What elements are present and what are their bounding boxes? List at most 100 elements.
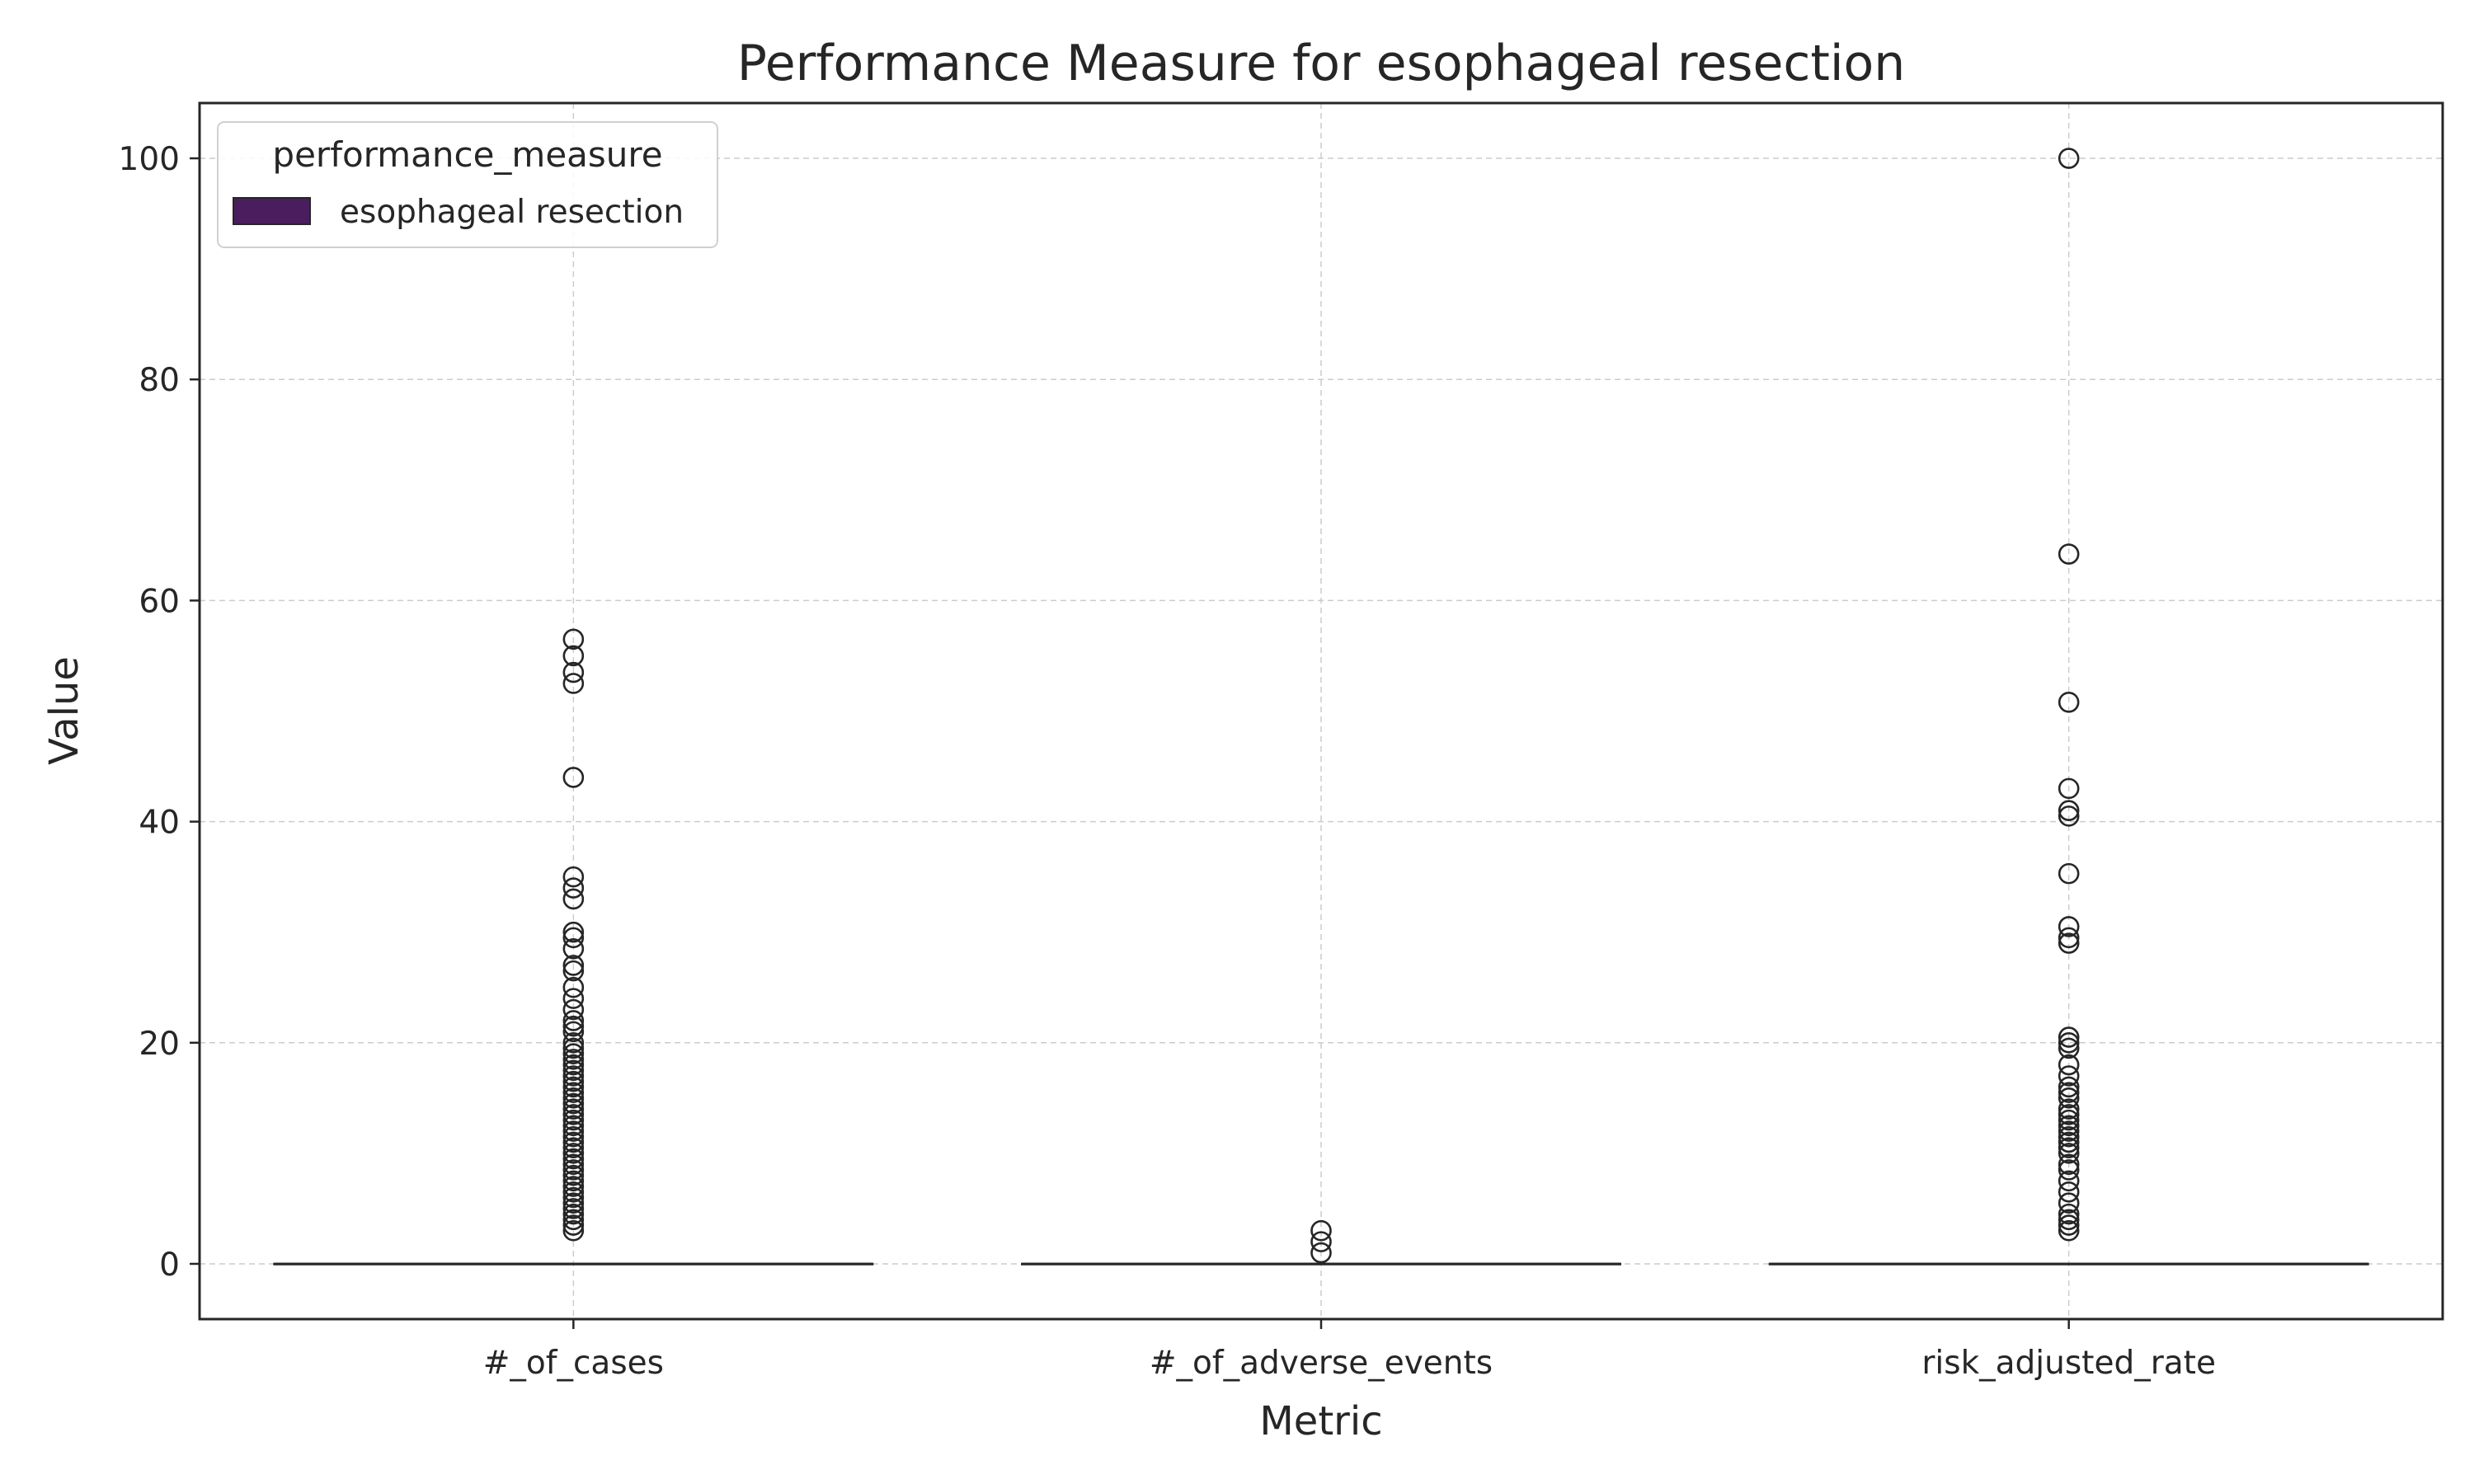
outlier-point (2058, 777, 2080, 800)
y-tick-label: 60 (139, 583, 180, 620)
box-group (1768, 148, 2369, 1266)
outlier-point (562, 1192, 585, 1214)
outlier-point (562, 877, 585, 899)
outlier-point (2058, 1203, 2080, 1225)
outlier-point (562, 628, 585, 650)
outlier-point (562, 1125, 585, 1148)
outlier-point (562, 1109, 585, 1131)
outlier-point (562, 1137, 585, 1158)
outlier-point (562, 976, 585, 998)
outlier-point (562, 1170, 585, 1192)
box-plot-series (273, 148, 2369, 1266)
outlier-point (562, 866, 585, 888)
outlier-point (562, 1015, 585, 1037)
legend-title: performance_measure (272, 134, 662, 175)
outlier-point (562, 1148, 585, 1170)
outlier-point (2058, 800, 2080, 821)
outlier-point (562, 937, 585, 960)
outlier-point (2058, 1026, 2080, 1048)
legend-frame (217, 121, 718, 248)
outlier-point (2058, 1054, 2080, 1076)
outlier-point (562, 927, 585, 949)
legend-swatch (233, 197, 311, 225)
outlier-point (562, 1181, 585, 1203)
x-tick-label: #_of_adverse_events (1150, 1345, 1493, 1382)
outlier-point (562, 661, 585, 683)
outlier-point (2058, 1137, 2080, 1158)
legend: performance_measure esophageal resection (217, 121, 718, 248)
outlier-point (562, 767, 585, 788)
outlier-point (562, 1098, 585, 1120)
y-axis-ticks: 0 20 40 60 80 100 (119, 141, 200, 1284)
outlier-point (2058, 1098, 2080, 1120)
outlier-point (562, 1214, 585, 1236)
outlier-point (562, 1076, 585, 1098)
outlier-point (2058, 862, 2080, 885)
outlier-point (562, 1120, 585, 1142)
outlier-point (2058, 1087, 2080, 1109)
outlier-point (562, 1115, 585, 1137)
outlier-point (2058, 1109, 2080, 1131)
outlier-point (1310, 1242, 1332, 1264)
x-axis-ticks: #_of_cases #_of_adverse_events risk_adjust… (483, 1319, 2216, 1382)
outlier-point (2058, 1153, 2080, 1176)
outlier-point (562, 1082, 585, 1103)
outlier-point (2058, 543, 2080, 565)
y-tick-label: 20 (139, 1026, 180, 1063)
x-tick-label: #_of_cases (483, 1345, 664, 1382)
outlier-point (562, 1153, 585, 1176)
outlier-point (562, 1065, 585, 1087)
outlier-point (562, 1203, 585, 1225)
outlier-point (2058, 1143, 2080, 1164)
outlier-point (2058, 1082, 2080, 1103)
outlier-point (562, 1070, 585, 1092)
outlier-point (2058, 932, 2080, 954)
outlier-point (562, 1143, 585, 1164)
outlier-point (2058, 1031, 2080, 1054)
outlier-point (562, 1031, 585, 1054)
outlier-point (562, 673, 585, 694)
outlier-point (562, 1131, 585, 1153)
outlier-point (2058, 1209, 2080, 1231)
y-axis-label: Value (41, 656, 87, 765)
outlier-point (562, 1219, 585, 1242)
outlier-point (2058, 691, 2080, 713)
outlier-point (562, 1092, 585, 1115)
chart-title: Performance Measure for esophageal resec… (737, 35, 1906, 92)
y-tick-label: 80 (139, 362, 180, 399)
outlier-point (562, 1021, 585, 1043)
outlier-point (1310, 1219, 1332, 1242)
outlier-point (562, 1209, 585, 1231)
outlier-point (2058, 1219, 2080, 1242)
outlier-point (2058, 1159, 2080, 1181)
outlier-point (562, 1159, 585, 1181)
y-tick-label: 0 (159, 1247, 180, 1284)
outlier-point (2058, 927, 2080, 949)
outlier-point (2058, 1125, 2080, 1148)
outlier-point (562, 1037, 585, 1059)
x-axis-label: Metric (1259, 1398, 1382, 1444)
outlier-point (2058, 1065, 2080, 1087)
outlier-point (2058, 1181, 2080, 1203)
outlier-point (2058, 1076, 2080, 1098)
outlier-point (2058, 148, 2080, 169)
outlier-point (562, 1059, 585, 1082)
outlier-point (562, 921, 585, 943)
outlier-point (562, 960, 585, 982)
outlier-point (2058, 1192, 2080, 1214)
outlier-point (2058, 1120, 2080, 1142)
outlier-point (2058, 1037, 2080, 1059)
outlier-point (562, 1049, 585, 1070)
outlier-point (562, 1043, 585, 1064)
outlier-point (562, 1104, 585, 1125)
outlier-point (562, 988, 585, 1009)
outlier-point (2058, 1104, 2080, 1125)
y-tick-label: 40 (139, 805, 180, 842)
outlier-point (562, 1054, 585, 1076)
legend-entry-label: esophageal resection (340, 194, 684, 231)
outlier-point (562, 1198, 585, 1219)
outlier-point (562, 955, 585, 976)
outlier-point (562, 1176, 585, 1197)
outlier-point (2058, 916, 2080, 937)
